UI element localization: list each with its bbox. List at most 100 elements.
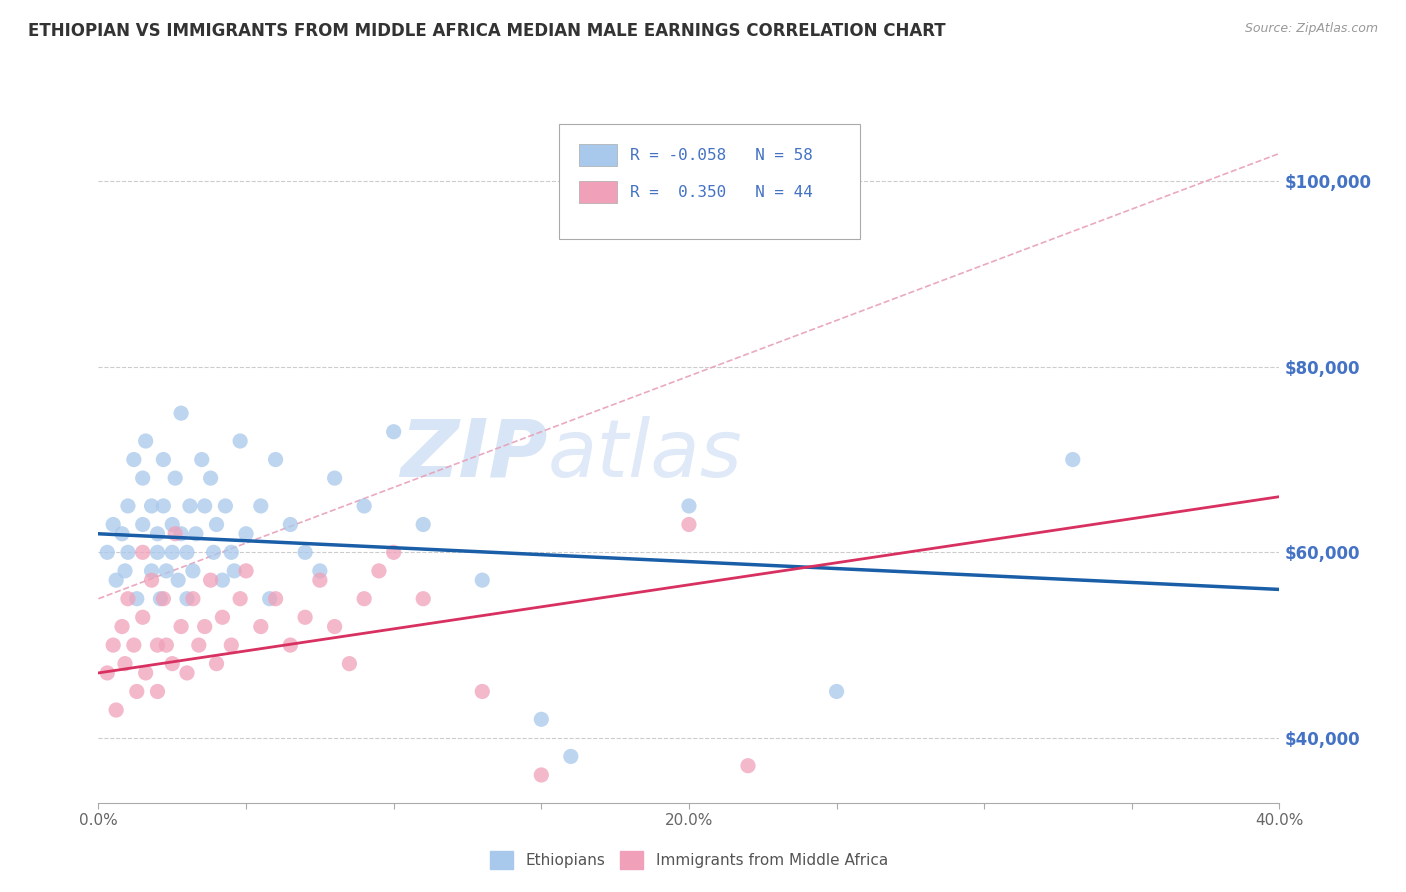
Point (181, 564, 204, 578)
Point (152, 499, 174, 513)
Point (111, 619, 134, 633)
Point (170, 526, 193, 541)
Point (162, 657, 183, 671)
Point (165, 471, 187, 485)
Point (235, 526, 257, 541)
Point (167, 573, 190, 587)
Point (125, 591, 148, 606)
Point (141, 564, 163, 578)
Point (176, 665, 198, 680)
Point (205, 657, 228, 671)
Point (152, 591, 174, 606)
Point (264, 452, 287, 467)
Point (412, 517, 434, 532)
Point (278, 517, 302, 532)
Point (111, 526, 134, 541)
Point (323, 471, 346, 485)
Point (125, 684, 148, 698)
Point (200, 471, 222, 485)
Point (250, 619, 273, 633)
Point (105, 573, 128, 587)
Point (96, 545, 118, 559)
Point (339, 657, 360, 671)
Point (214, 499, 236, 513)
Point (219, 545, 242, 559)
Point (141, 499, 163, 513)
Point (181, 591, 204, 606)
Point (309, 573, 332, 587)
Point (165, 526, 187, 541)
Point (353, 499, 375, 513)
Point (184, 526, 207, 541)
Point (200, 573, 222, 587)
Point (176, 591, 198, 606)
Point (162, 545, 183, 559)
Point (105, 703, 128, 717)
Point (224, 564, 246, 578)
Point (132, 517, 155, 532)
Point (229, 434, 252, 448)
Point (294, 610, 316, 624)
Point (309, 564, 332, 578)
Text: R =  0.350   N = 44: R = 0.350 N = 44 (630, 186, 813, 200)
Point (162, 517, 183, 532)
Point (170, 619, 193, 633)
Point (530, 768, 553, 782)
Point (146, 684, 169, 698)
Text: Source: ZipAtlas.com: Source: ZipAtlas.com (1244, 22, 1378, 36)
Point (205, 517, 228, 532)
Point (96, 665, 118, 680)
Text: ZIP: ZIP (399, 416, 547, 494)
Point (146, 545, 169, 559)
Text: R = -0.058   N = 58: R = -0.058 N = 58 (630, 148, 813, 163)
Point (191, 452, 214, 467)
Point (132, 610, 155, 624)
Point (235, 564, 257, 578)
Point (530, 712, 553, 726)
Point (135, 434, 157, 448)
Point (194, 619, 217, 633)
Point (103, 638, 125, 652)
Point (1062, 452, 1084, 467)
Point (825, 684, 848, 698)
Point (135, 665, 157, 680)
Point (146, 638, 169, 652)
Point (176, 545, 198, 559)
Point (278, 638, 302, 652)
Point (412, 591, 434, 606)
Point (132, 471, 155, 485)
Point (382, 545, 405, 559)
Point (382, 425, 405, 439)
Point (211, 573, 233, 587)
Point (117, 545, 139, 559)
Point (187, 638, 209, 652)
Point (560, 749, 582, 764)
FancyBboxPatch shape (579, 181, 617, 203)
Point (471, 573, 494, 587)
Point (250, 499, 273, 513)
Point (117, 591, 139, 606)
Point (353, 591, 375, 606)
Point (179, 499, 201, 513)
Legend: Ethiopians, Immigrants from Middle Africa: Ethiopians, Immigrants from Middle Afric… (484, 846, 894, 875)
Point (122, 638, 145, 652)
Point (294, 545, 316, 559)
Point (471, 684, 494, 698)
Point (114, 564, 136, 578)
Point (229, 591, 252, 606)
Point (211, 610, 233, 624)
FancyBboxPatch shape (579, 144, 617, 166)
Point (146, 526, 169, 541)
Point (219, 638, 242, 652)
Point (323, 619, 346, 633)
Point (155, 638, 177, 652)
Point (368, 564, 391, 578)
Point (155, 564, 177, 578)
FancyBboxPatch shape (560, 124, 860, 239)
Point (152, 452, 174, 467)
Point (678, 517, 700, 532)
Point (132, 545, 155, 559)
Point (737, 758, 759, 772)
Point (114, 657, 136, 671)
Point (264, 591, 287, 606)
